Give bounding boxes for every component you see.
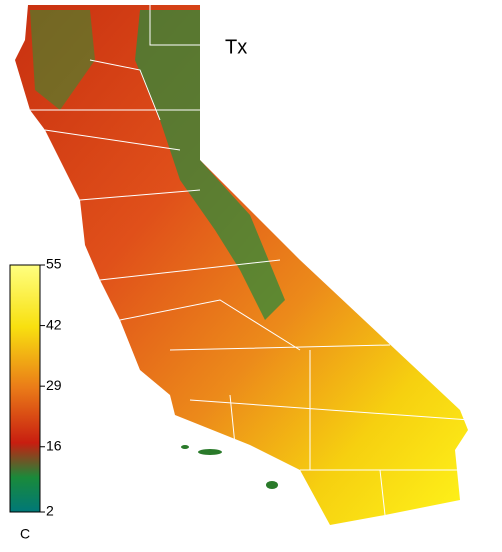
tick-label: 29 <box>46 377 62 393</box>
island <box>181 445 189 449</box>
county-line <box>30 5 471 516</box>
mountain-zone <box>135 10 285 320</box>
colorbar-unit: C <box>20 526 30 542</box>
island <box>198 449 222 455</box>
colorbar-ticks: 55 42 29 16 2 <box>40 256 62 519</box>
colorbar <box>9 264 41 513</box>
island <box>266 481 278 489</box>
california-map <box>15 5 471 525</box>
tick-label: 2 <box>46 503 54 519</box>
mountain-zone <box>30 10 95 110</box>
county-lines <box>30 5 471 516</box>
islands <box>181 445 278 489</box>
tick-label: 42 <box>46 316 62 332</box>
tick-label: 55 <box>46 256 62 272</box>
tick-label: 16 <box>46 437 62 453</box>
map-title: Tx <box>225 36 247 58</box>
